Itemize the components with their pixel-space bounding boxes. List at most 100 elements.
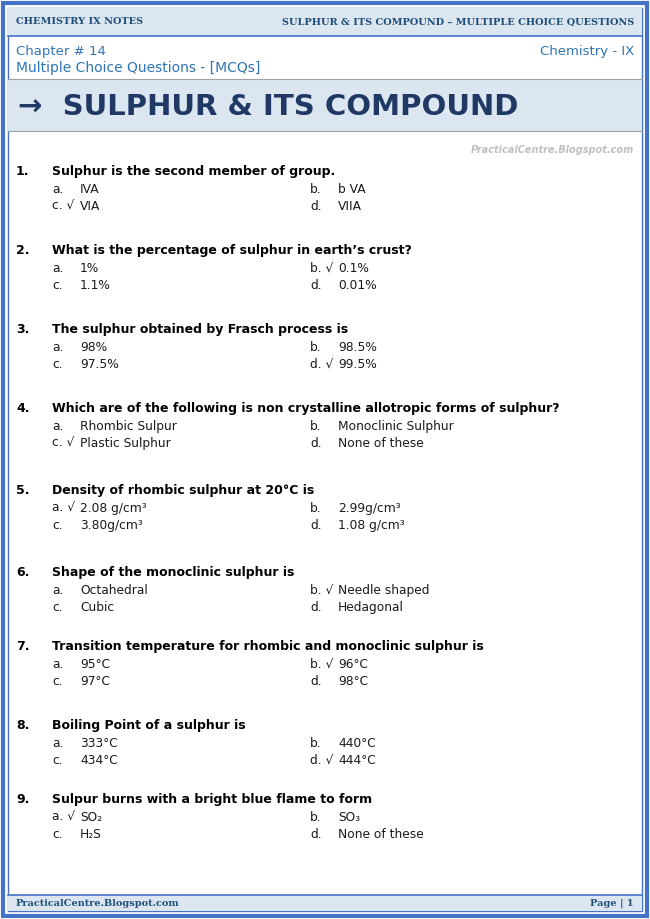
Text: Octahedral: Octahedral: [80, 584, 148, 597]
Text: SO₂: SO₂: [80, 811, 102, 824]
Text: 95°C: 95°C: [80, 658, 110, 671]
Text: d.: d.: [310, 675, 322, 688]
Text: 97°C: 97°C: [80, 675, 110, 688]
Text: 9.: 9.: [16, 793, 29, 806]
Text: Monoclinic Sulphur: Monoclinic Sulphur: [338, 420, 454, 433]
Text: H₂S: H₂S: [80, 828, 102, 841]
Text: 4.: 4.: [16, 402, 29, 415]
Bar: [8, 79, 642, 131]
Text: 97.5%: 97.5%: [80, 358, 119, 371]
Text: b VA: b VA: [338, 183, 365, 196]
Text: 0.01%: 0.01%: [338, 279, 376, 292]
Text: Hedagonal: Hedagonal: [338, 601, 404, 614]
Text: c. √: c. √: [52, 437, 74, 450]
Text: d.: d.: [310, 828, 322, 841]
Text: SO₃: SO₃: [338, 811, 360, 824]
Text: 3.80g/cm³: 3.80g/cm³: [80, 519, 143, 532]
Text: 1.08 g/cm³: 1.08 g/cm³: [338, 519, 404, 532]
Text: a.: a.: [52, 658, 64, 671]
Bar: [8, 895, 642, 911]
Text: c.: c.: [52, 358, 62, 371]
Text: Boiling Point of a sulphur is: Boiling Point of a sulphur is: [52, 719, 246, 732]
Text: d.: d.: [310, 279, 322, 292]
Text: 7.: 7.: [16, 640, 29, 653]
Text: 1.: 1.: [16, 165, 29, 178]
Text: b.: b.: [310, 737, 322, 750]
Bar: [8, 8, 642, 36]
Text: 440°C: 440°C: [338, 737, 376, 750]
Text: c.: c.: [52, 519, 62, 532]
Text: Which are of the following is non crystalline allotropic forms of sulphur?: Which are of the following is non crysta…: [52, 402, 560, 415]
Text: b.: b.: [310, 341, 322, 354]
Text: What is the percentage of sulphur in earth’s crust?: What is the percentage of sulphur in ear…: [52, 244, 412, 257]
Text: 5.: 5.: [16, 484, 29, 497]
Text: d.: d.: [310, 200, 322, 213]
Text: IVA: IVA: [80, 183, 99, 196]
Text: 2.99g/cm³: 2.99g/cm³: [338, 502, 400, 515]
Text: Cubic: Cubic: [80, 601, 114, 614]
Text: 96°C: 96°C: [338, 658, 368, 671]
Text: 1%: 1%: [80, 262, 99, 275]
Text: Needle shaped: Needle shaped: [338, 584, 430, 597]
Text: Density of rhombic sulphur at 20°C is: Density of rhombic sulphur at 20°C is: [52, 484, 314, 497]
Text: None of these: None of these: [338, 437, 424, 450]
Text: 99.5%: 99.5%: [338, 358, 377, 371]
Text: a.: a.: [52, 584, 64, 597]
Text: d. √: d. √: [310, 754, 333, 767]
Text: VIIA: VIIA: [338, 200, 362, 213]
Text: PracticalCentre.Blogspot.com: PracticalCentre.Blogspot.com: [16, 899, 180, 907]
Text: c. √: c. √: [52, 200, 74, 213]
Text: 2.: 2.: [16, 244, 29, 257]
Text: b.: b.: [310, 183, 322, 196]
Text: a.: a.: [52, 341, 64, 354]
Text: d.: d.: [310, 601, 322, 614]
Text: a.: a.: [52, 183, 64, 196]
Text: VIA: VIA: [80, 200, 100, 213]
Text: d.: d.: [310, 519, 322, 532]
Text: Sulpur burns with a bright blue flame to form: Sulpur burns with a bright blue flame to…: [52, 793, 372, 806]
Text: Sulphur is the second member of group.: Sulphur is the second member of group.: [52, 165, 335, 178]
Text: 3.: 3.: [16, 323, 29, 336]
Text: Page | 1: Page | 1: [590, 898, 634, 908]
Text: b. √: b. √: [310, 262, 333, 275]
Text: d.: d.: [310, 437, 322, 450]
Text: →  SULPHUR & ITS COMPOUND: → SULPHUR & ITS COMPOUND: [18, 93, 519, 121]
Text: 0.1%: 0.1%: [338, 262, 369, 275]
Text: a.: a.: [52, 737, 64, 750]
Text: The sulphur obtained by Frasch process is: The sulphur obtained by Frasch process i…: [52, 323, 348, 336]
Text: SULPHUR & ITS COMPOUND – MULTIPLE CHOICE QUESTIONS: SULPHUR & ITS COMPOUND – MULTIPLE CHOICE…: [281, 17, 634, 27]
Text: 333°C: 333°C: [80, 737, 118, 750]
Text: c.: c.: [52, 828, 62, 841]
Text: c.: c.: [52, 601, 62, 614]
Text: 8.: 8.: [16, 719, 29, 732]
Text: 98°C: 98°C: [338, 675, 368, 688]
Text: a.: a.: [52, 262, 64, 275]
Text: a.: a.: [52, 420, 64, 433]
Text: CHEMISTRY IX NOTES: CHEMISTRY IX NOTES: [16, 17, 143, 27]
Text: c.: c.: [52, 279, 62, 292]
Text: 6.: 6.: [16, 566, 29, 579]
Text: Plastic Sulphur: Plastic Sulphur: [80, 437, 171, 450]
Text: Shape of the monoclinic sulphur is: Shape of the monoclinic sulphur is: [52, 566, 294, 579]
Text: b. √: b. √: [310, 584, 333, 597]
Text: 98.5%: 98.5%: [338, 341, 377, 354]
Text: a. √: a. √: [52, 502, 75, 515]
Text: Rhombic Sulpur: Rhombic Sulpur: [80, 420, 177, 433]
Text: 2.08 g/cm³: 2.08 g/cm³: [80, 502, 147, 515]
Text: c.: c.: [52, 675, 62, 688]
Text: d. √: d. √: [310, 358, 333, 371]
Text: Transition temperature for rhombic and monoclinic sulphur is: Transition temperature for rhombic and m…: [52, 640, 484, 653]
Text: b. √: b. √: [310, 658, 333, 671]
Text: 434°C: 434°C: [80, 754, 118, 767]
Text: 444°C: 444°C: [338, 754, 376, 767]
Text: Chapter # 14: Chapter # 14: [16, 46, 106, 59]
Text: c.: c.: [52, 754, 62, 767]
Text: None of these: None of these: [338, 828, 424, 841]
Text: PracticalCentre.Blogspot.com: PracticalCentre.Blogspot.com: [471, 145, 634, 155]
Text: a. √: a. √: [52, 811, 75, 824]
Text: 98%: 98%: [80, 341, 107, 354]
Text: 1.1%: 1.1%: [80, 279, 111, 292]
Text: Multiple Choice Questions - [MCQs]: Multiple Choice Questions - [MCQs]: [16, 61, 261, 75]
Text: b.: b.: [310, 502, 322, 515]
Text: b.: b.: [310, 420, 322, 433]
